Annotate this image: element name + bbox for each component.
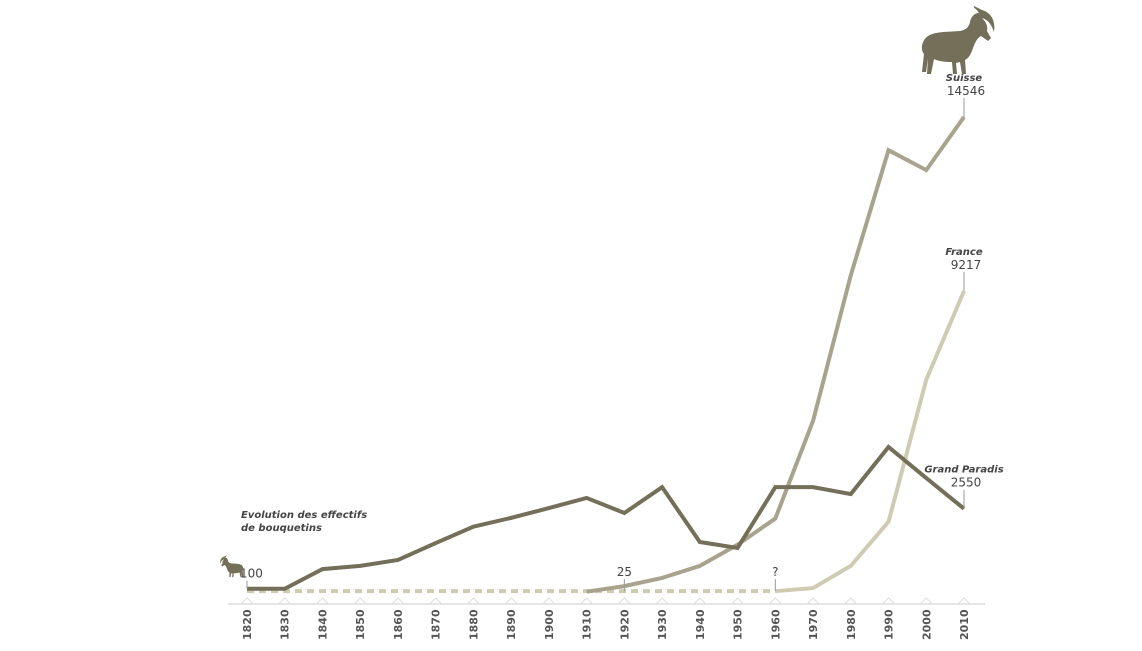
x-tick-mark [240,597,254,605]
x-tick-label: 1980 [845,609,858,640]
series-line-suisse [586,115,966,594]
series-value-label: 9217 [951,258,982,272]
x-tick-label: 1860 [392,609,405,640]
x-tick-label: 1820 [241,609,254,640]
x-tick-mark [429,597,443,605]
x-tick-label: 1940 [694,609,707,640]
series-line-france [775,290,966,594]
x-tick-mark [391,597,405,605]
x-tick-label: 1890 [505,609,518,640]
point-value-label: ? [772,565,778,579]
x-tick-label: 1910 [581,609,594,640]
x-tick-label: 1950 [732,609,745,640]
ibex-icon-large [921,6,995,74]
x-tick-label: 1830 [279,609,292,640]
x-tick-mark [467,597,480,605]
x-tick-mark [731,597,744,605]
x-tick-label: 1920 [618,609,631,640]
x-tick-mark [806,597,820,605]
x-tick-label: 1870 [430,609,443,640]
series-value-label: 2550 [951,476,982,490]
x-tick-mark [768,597,782,605]
series-value-label: 14546 [947,84,985,98]
x-tick-mark [844,597,858,605]
x-tick-label: 1990 [883,609,896,640]
x-tick-mark [655,597,669,605]
chart-title-line1: Evolution des effectifs [241,510,367,521]
x-tick-mark [957,597,971,605]
x-tick-label: 1970 [807,609,820,640]
chart-title-line2: de bouquetins [241,523,322,534]
point-value-label: 25 [617,565,632,579]
x-tick-mark [693,597,707,605]
series-name-label: Suisse [946,73,983,84]
x-tick-mark [919,597,933,605]
point-value-label: 100 [240,567,263,581]
series-name-label: France [945,247,982,258]
x-tick-label: 1960 [769,609,782,640]
x-tick-label: 1840 [316,609,329,640]
x-tick-mark [882,597,895,605]
x-tick-mark [618,597,631,605]
x-tick-mark [316,597,329,605]
series-name-label: Grand Paradis [924,465,1003,476]
x-tick-mark [353,597,367,605]
x-tick-mark [278,597,292,605]
x-tick-mark [580,597,593,605]
series-line-grand-paradis [247,444,966,591]
x-tick-label: 2000 [920,609,933,640]
x-tick-mark [542,597,556,605]
x-tick-label: 2010 [958,609,971,640]
x-tick-label: 1900 [543,609,556,640]
x-tick-label: 1930 [656,609,669,640]
x-tick-label: 1880 [467,609,480,640]
x-tick-label: 1850 [354,609,367,640]
x-tick-mark [504,597,518,605]
ibex-icon-small [220,555,244,578]
